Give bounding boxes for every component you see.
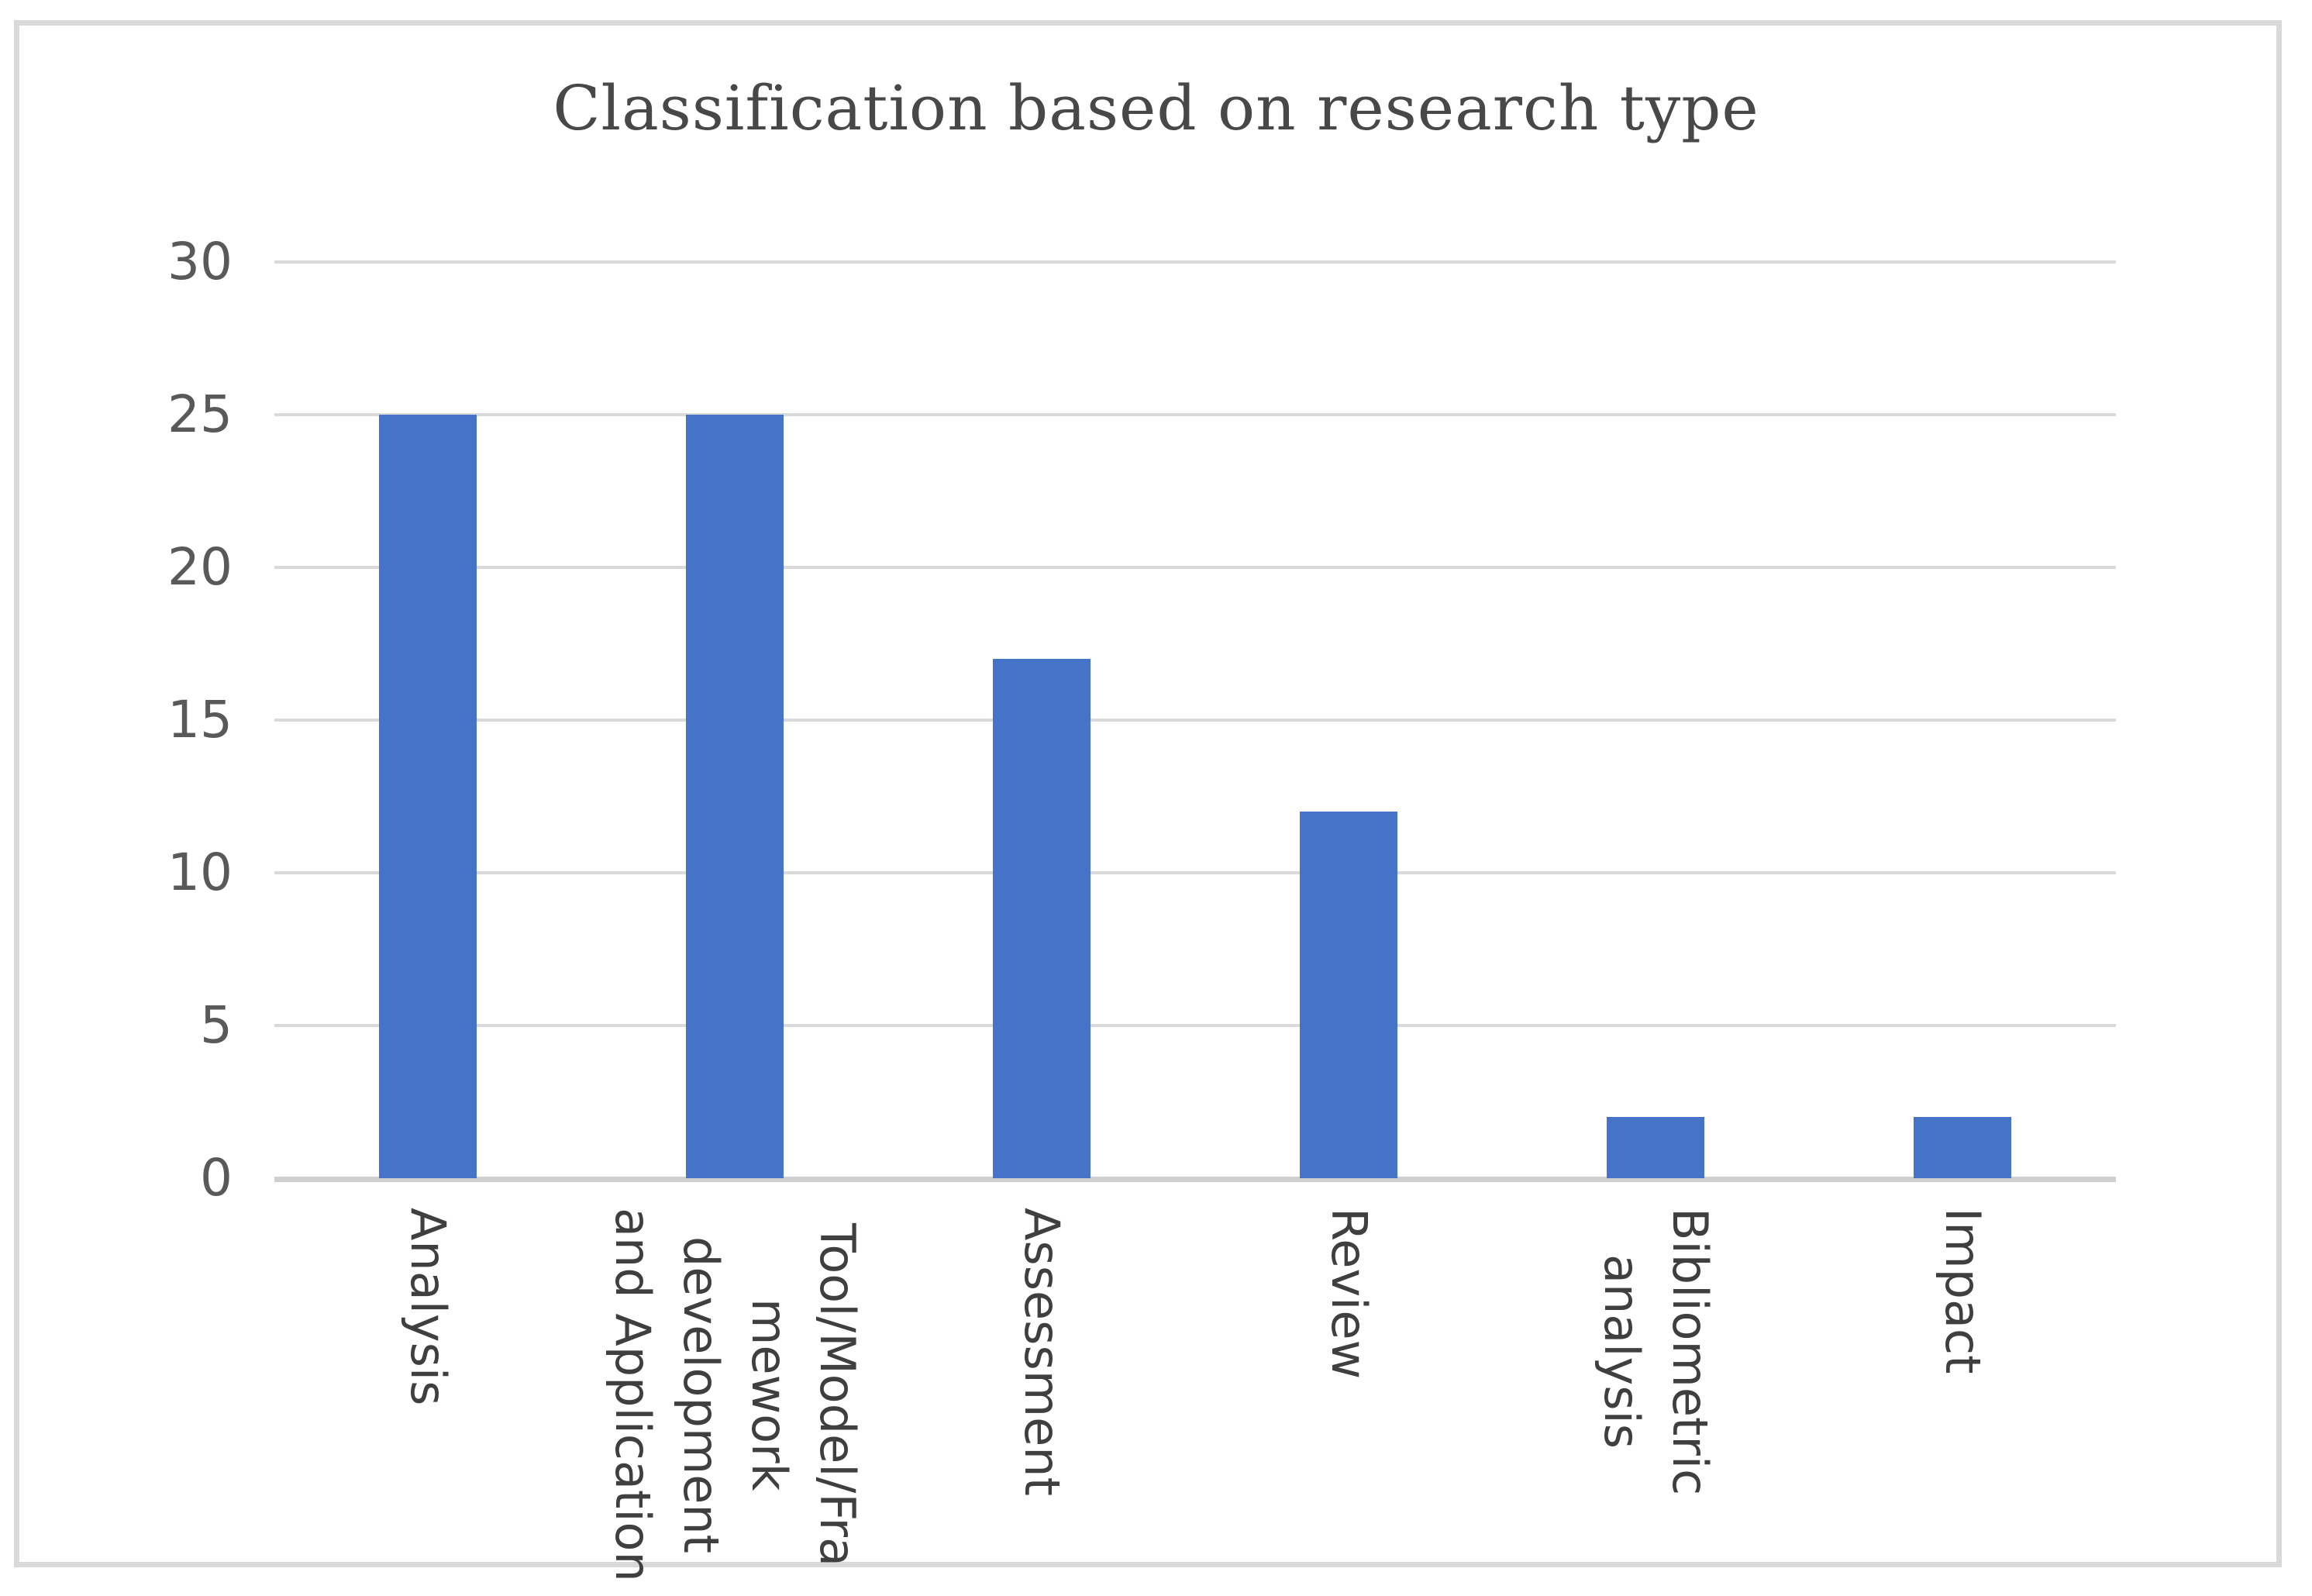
x-axis-label: Tool/Model/Fra mework development and Ap… xyxy=(604,1208,867,1582)
bar-review xyxy=(1300,812,1397,1178)
bar-bibliometric-analysis xyxy=(1607,1117,1704,1178)
bar-analysis xyxy=(379,415,477,1178)
bar-tool-model-framework-development-and-application xyxy=(686,415,784,1178)
y-axis-tick-label: 20 xyxy=(167,537,233,597)
gridline-y5 xyxy=(274,1024,2116,1027)
gridline-y30 xyxy=(274,260,2116,264)
bar-assessment xyxy=(993,659,1091,1178)
x-axis-label: Analysis xyxy=(400,1208,457,1406)
x-axis-line xyxy=(274,1177,2116,1182)
gridline-y20 xyxy=(274,566,2116,569)
gridline-y10 xyxy=(274,871,2116,874)
chart-title: Classification based on research type xyxy=(553,72,1759,144)
y-axis-tick-label: 5 xyxy=(200,995,233,1055)
x-axis-label: Review xyxy=(1321,1208,1378,1380)
x-axis-label: Assessment xyxy=(1014,1208,1071,1496)
y-axis-tick-label: 15 xyxy=(167,690,233,750)
gridline-y25 xyxy=(274,413,2116,416)
x-axis-label: Bibliometric analysis xyxy=(1594,1208,1719,1496)
y-axis-tick-label: 0 xyxy=(200,1148,233,1208)
bar-impact xyxy=(1914,1117,2011,1178)
y-axis-tick-label: 30 xyxy=(167,232,233,291)
gridline-y15 xyxy=(274,719,2116,722)
y-axis-tick-label: 25 xyxy=(167,384,233,444)
x-axis-label: Impact xyxy=(1935,1208,1992,1374)
y-axis-tick-label: 10 xyxy=(167,843,233,902)
